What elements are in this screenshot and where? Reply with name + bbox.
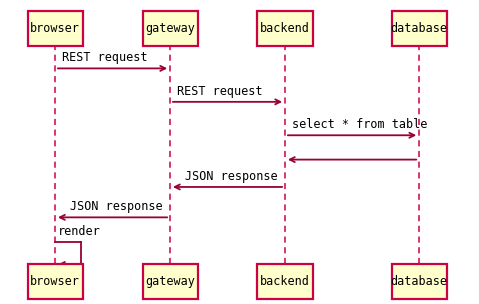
Text: REST request: REST request — [177, 85, 262, 98]
FancyBboxPatch shape — [27, 11, 83, 47]
Text: browser: browser — [30, 22, 80, 35]
Text: gateway: gateway — [145, 275, 195, 288]
FancyBboxPatch shape — [143, 11, 197, 47]
FancyBboxPatch shape — [391, 264, 446, 299]
Text: backend: backend — [260, 22, 310, 35]
Text: render: render — [57, 225, 100, 238]
FancyBboxPatch shape — [27, 264, 83, 299]
Text: database: database — [391, 275, 447, 288]
Text: select * from table: select * from table — [292, 118, 428, 131]
Text: backend: backend — [260, 275, 310, 288]
FancyBboxPatch shape — [391, 11, 446, 47]
Text: REST request: REST request — [62, 51, 148, 64]
FancyBboxPatch shape — [143, 264, 197, 299]
Text: database: database — [391, 22, 447, 35]
Text: JSON response: JSON response — [185, 170, 278, 183]
FancyBboxPatch shape — [257, 11, 312, 47]
Text: gateway: gateway — [145, 22, 195, 35]
Text: browser: browser — [30, 275, 80, 288]
FancyBboxPatch shape — [257, 264, 312, 299]
Text: JSON response: JSON response — [70, 200, 163, 213]
